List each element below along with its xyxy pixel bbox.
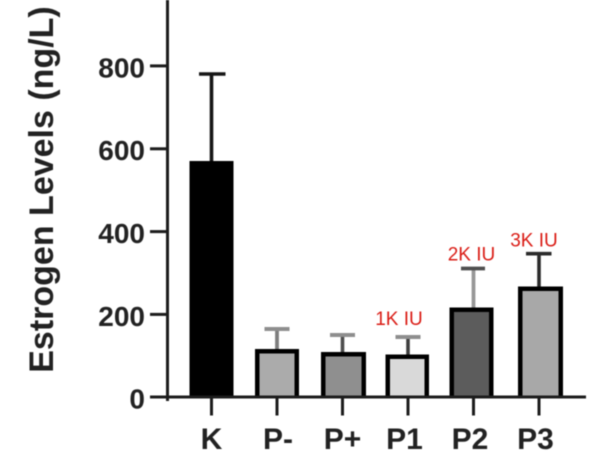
svg-text:400: 400 xyxy=(98,218,145,249)
svg-text:P3: P3 xyxy=(517,423,554,456)
svg-text:2K IU: 2K IU xyxy=(448,245,496,266)
svg-text:200: 200 xyxy=(98,301,145,332)
svg-text:3K IU: 3K IU xyxy=(510,231,558,252)
svg-text:0: 0 xyxy=(129,383,145,414)
svg-text:600: 600 xyxy=(98,135,145,166)
svg-text:800: 800 xyxy=(98,52,145,83)
svg-text:1K IU: 1K IU xyxy=(375,309,423,330)
svg-text:P1: P1 xyxy=(386,423,423,456)
svg-text:K: K xyxy=(201,423,223,456)
svg-text:P-: P- xyxy=(263,423,293,456)
svg-text:Estrogen Levels (ng/L): Estrogen Levels (ng/L) xyxy=(23,6,61,373)
svg-text:P+: P+ xyxy=(324,423,362,456)
svg-text:P2: P2 xyxy=(452,423,489,456)
